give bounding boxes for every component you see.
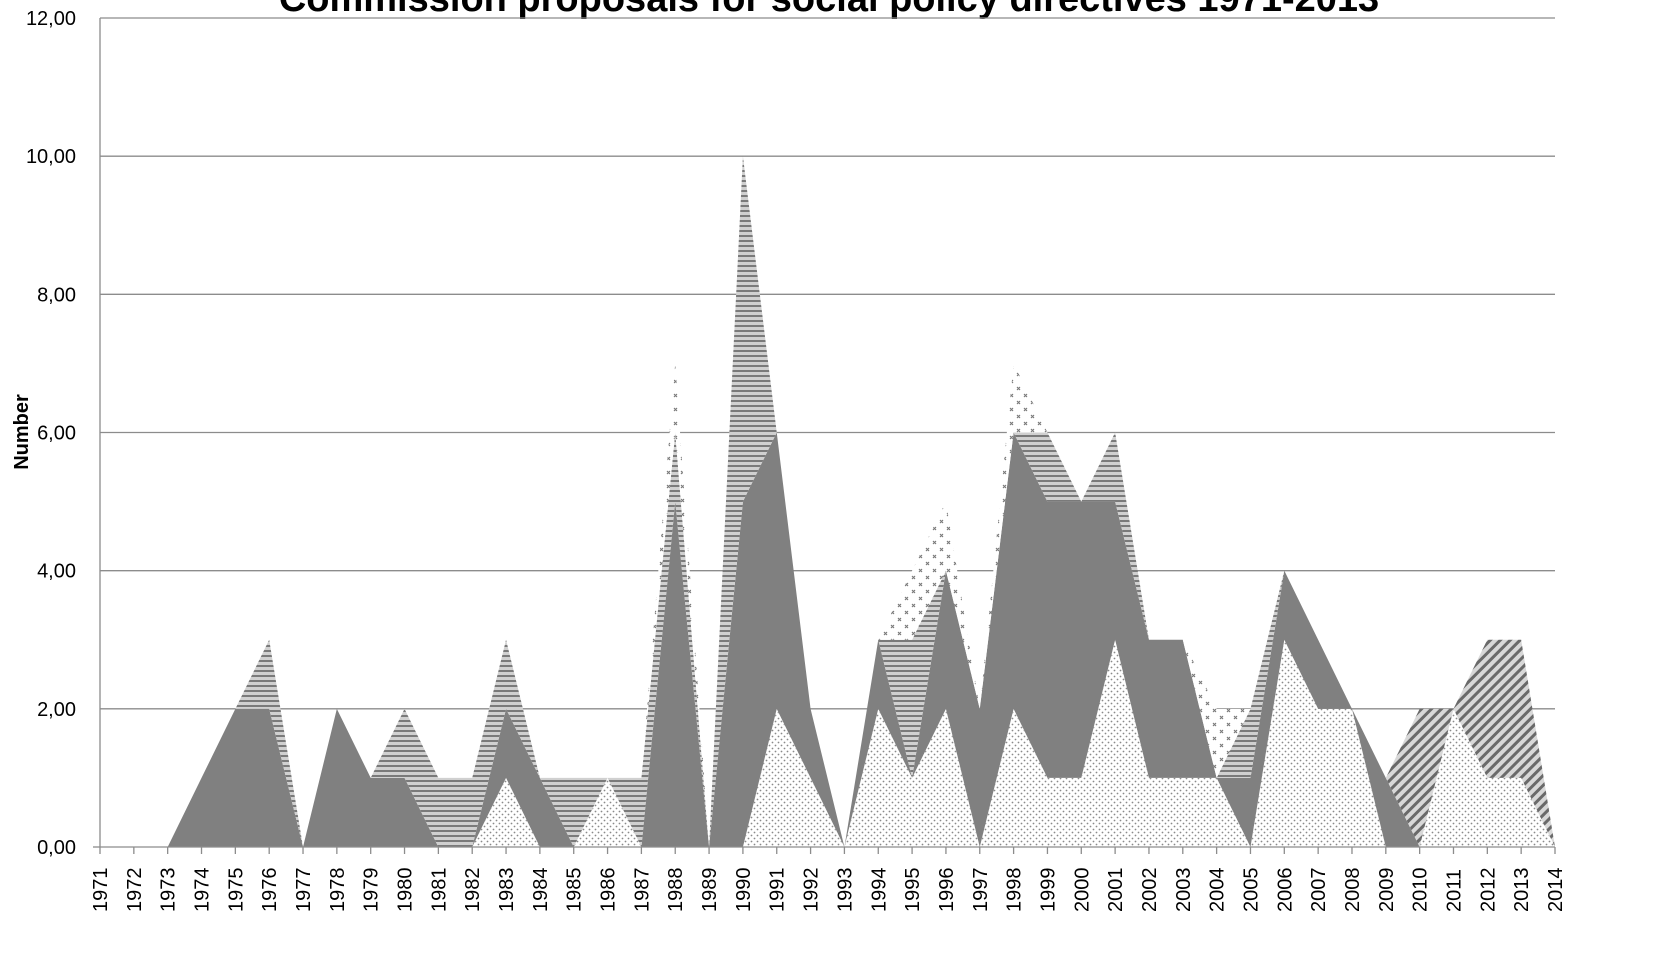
x-tick-label: 2000: [1071, 868, 1093, 913]
x-tick-label: 2012: [1477, 868, 1499, 913]
area-series-5: [100, 156, 1555, 848]
axes: [93, 18, 1556, 854]
x-tick-label: 1971: [90, 868, 112, 913]
x-tick-label: 2011: [1443, 869, 1465, 912]
x-tick-label: 2014: [1545, 868, 1567, 913]
x-tick-label: 1999: [1037, 868, 1059, 913]
x-tick-label: 2001: [1105, 868, 1127, 913]
x-tick-label: 1990: [733, 868, 755, 913]
x-tick-label: 1986: [598, 868, 620, 913]
x-tick-label: 1976: [259, 868, 281, 913]
area-series: [100, 156, 1555, 848]
x-tick-label: 1979: [361, 868, 383, 913]
x-tick-label: 1998: [1004, 867, 1026, 912]
area-series-2: [100, 432, 1555, 847]
x-tick-label: 2007: [1308, 868, 1330, 913]
y-tick-labels: 0,00 2,00 4,00 6,00 8,00 10,00 12,00: [26, 8, 76, 859]
x-tick-label: 1993: [834, 868, 856, 913]
x-tick-label: 2008: [1342, 868, 1364, 913]
x-tick-label: 1984: [530, 868, 552, 913]
x-tick-labels: 1971 1972 1973 1974 1975 1976 1977 1978 1979 1980…: [90, 867, 1567, 912]
x-tick-label: 1981: [428, 868, 450, 913]
x-tick-label: 1996: [936, 868, 958, 913]
chart-title: Commission proposals for social policy d…: [0, 0, 1658, 21]
y-tick-label: 0,00: [37, 837, 76, 859]
x-tick-label: 1978: [327, 868, 349, 913]
x-tick-label: 1972: [124, 868, 146, 913]
y-tick-label: 10,00: [26, 146, 76, 168]
x-tick-label: 1995: [902, 868, 924, 913]
area-series-1: [100, 639, 1555, 847]
x-tick-label: 2009: [1376, 868, 1398, 913]
x-tick-label: 1997: [970, 868, 992, 913]
x-tick-label: 1985: [564, 868, 586, 913]
x-tick-label: 1994: [868, 868, 890, 913]
x-tick-label: 1982: [462, 868, 484, 913]
x-tick-label: 1977: [293, 868, 315, 913]
y-tick-label: 12,00: [26, 8, 76, 30]
x-tick-label: 1988: [665, 868, 687, 913]
x-tick-label: 2010: [1410, 868, 1432, 913]
y-tick-label: 8,00: [37, 284, 76, 306]
y-axis-label: Number: [11, 394, 33, 470]
x-tick-label: 1975: [225, 868, 247, 913]
x-tick-label: 1983: [496, 868, 518, 913]
gridlines: [100, 17, 1555, 710]
x-tick-label: 1980: [395, 868, 417, 913]
x-tick-label: 2002: [1139, 868, 1161, 913]
y-tick-label: 4,00: [37, 561, 76, 583]
x-tick-label: 2013: [1511, 868, 1533, 913]
x-tick-label: 1974: [192, 868, 214, 913]
y-tick-label: 2,00: [37, 699, 76, 721]
x-tick-label: 1991: [767, 868, 789, 913]
x-tick-label: 2003: [1173, 868, 1195, 913]
x-tick-label: 1973: [158, 868, 180, 913]
x-tick-label: 2004: [1207, 868, 1229, 913]
x-tick-label: 2005: [1240, 868, 1262, 913]
y-tick-label: 6,00: [37, 423, 76, 445]
x-tick-label: 1987: [631, 868, 653, 913]
x-tick-label: 1992: [801, 868, 823, 913]
x-tick-label: 2006: [1274, 868, 1296, 913]
x-tick-label: 1989: [699, 868, 721, 913]
